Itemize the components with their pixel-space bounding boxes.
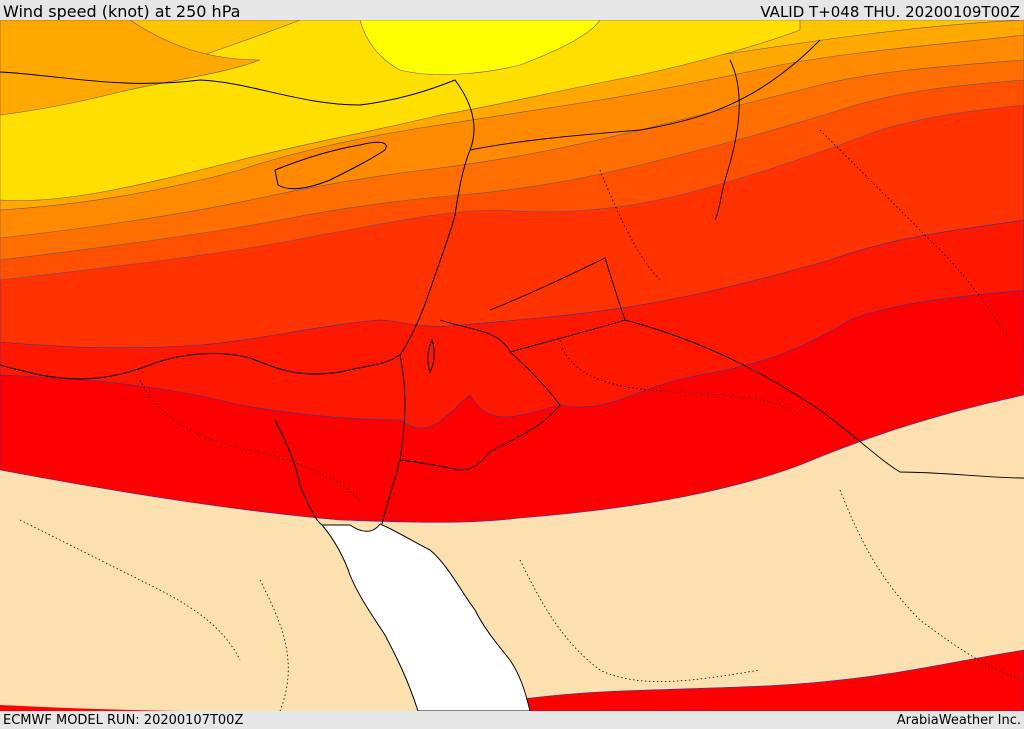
footer-bar bbox=[0, 711, 1024, 729]
sinai-gulf-east bbox=[381, 459, 401, 525]
border-jordan bbox=[399, 319, 561, 471]
border-syria-iraq bbox=[489, 257, 626, 321]
cyprus bbox=[274, 141, 387, 190]
band-1 bbox=[359, 20, 601, 75]
model-run-label: ECMWF MODEL RUN: 20200107T00Z bbox=[3, 713, 244, 728]
border-egypt-israel bbox=[399, 354, 406, 461]
admin-border-5 bbox=[19, 519, 241, 661]
coastline-levant bbox=[0, 214, 456, 380]
credit-label: ArabiaWeather Inc. bbox=[896, 713, 1021, 728]
admin-border-7 bbox=[599, 169, 661, 281]
header-bar bbox=[0, 0, 1024, 20]
band-10-sw bbox=[0, 705, 180, 711]
red-sea bbox=[320, 523, 531, 711]
admin-border-6 bbox=[839, 489, 1024, 681]
valid-time: VALID T+048 THU. 20200109T00Z bbox=[760, 3, 1020, 21]
admin-border-3 bbox=[519, 559, 761, 682]
border-iraq-iran bbox=[714, 59, 740, 221]
border-iraq-saudi bbox=[509, 319, 1024, 479]
map-title: Wind speed (knot) at 250 hPa bbox=[3, 2, 241, 21]
band-3-west bbox=[0, 20, 261, 116]
border-turkey-syria bbox=[469, 39, 821, 151]
dead-sea bbox=[427, 338, 435, 374]
sinai-gulf-west bbox=[274, 419, 323, 526]
wind-speed-map bbox=[0, 20, 1024, 711]
